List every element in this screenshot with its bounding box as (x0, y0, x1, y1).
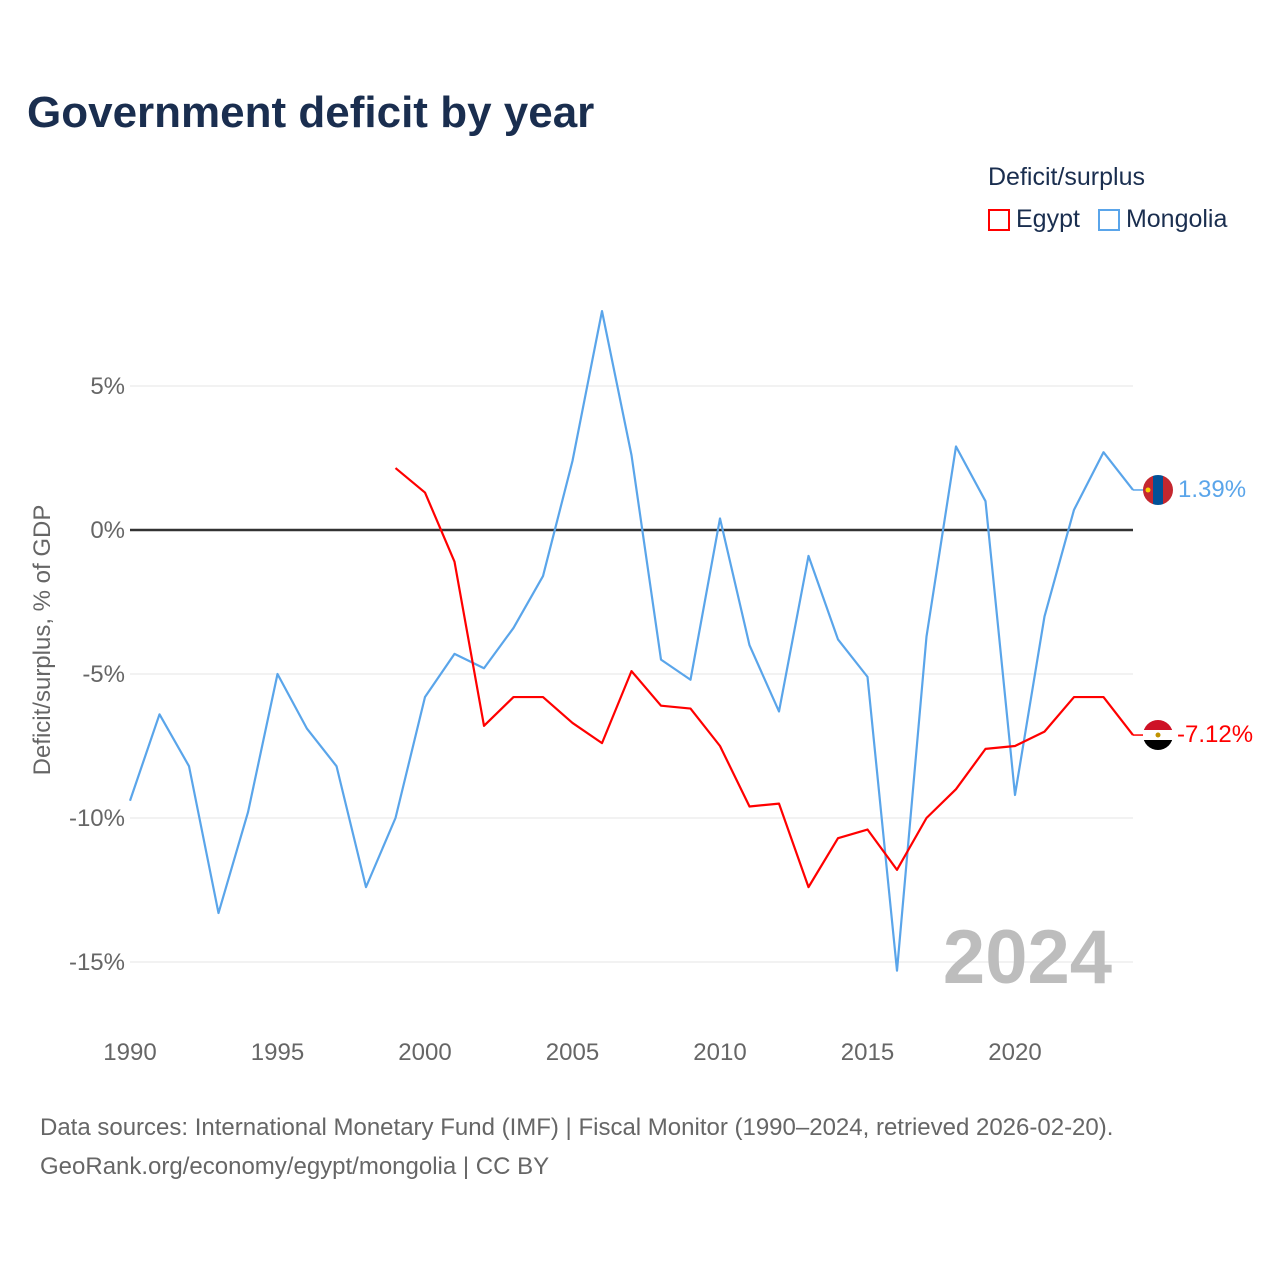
data-point-egypt[interactable] (1101, 694, 1107, 700)
y-tick-label: -15% (69, 949, 125, 976)
x-tick-label: 2010 (693, 1039, 746, 1066)
data-point-mongolia[interactable] (275, 671, 281, 677)
data-point-mongolia[interactable] (953, 443, 959, 449)
legend-item-egypt[interactable]: Egypt (988, 205, 1080, 234)
data-point-mongolia[interactable] (1101, 449, 1107, 455)
data-point-mongolia[interactable] (481, 665, 487, 671)
data-point-mongolia[interactable] (658, 657, 664, 663)
series-line-egypt (394, 467, 1134, 889)
y-tick-label: 5% (90, 373, 125, 400)
data-point-egypt[interactable] (422, 490, 428, 496)
data-point-mongolia[interactable] (865, 674, 871, 680)
data-point-mongolia[interactable] (688, 677, 694, 683)
egypt-end-label: -7.12% (1177, 721, 1253, 748)
data-point-mongolia[interactable] (393, 815, 399, 821)
data-point-mongolia[interactable] (334, 763, 340, 769)
legend-label: Mongolia (1125, 205, 1228, 233)
data-point-egypt[interactable] (540, 694, 546, 700)
data-point-mongolia[interactable] (983, 498, 989, 504)
data-point-mongolia[interactable] (422, 694, 428, 700)
data-point-egypt[interactable] (894, 867, 900, 873)
data-point-egypt[interactable] (806, 884, 812, 890)
data-point-mongolia[interactable] (157, 711, 163, 717)
data-point-mongolia[interactable] (894, 968, 900, 974)
data-sources: Data sources: International Monetary Fun… (40, 1114, 1114, 1141)
data-point-egypt[interactable] (865, 827, 871, 833)
data-point-mongolia[interactable] (629, 452, 635, 458)
data-point-egypt[interactable] (1071, 694, 1077, 700)
egypt-flag-icon (1143, 720, 1173, 750)
data-point-egypt[interactable] (747, 803, 753, 809)
x-tick-label: 2000 (398, 1039, 451, 1066)
y-axis-label: Deficit/surplus, % of GDP (29, 505, 56, 776)
data-point-mongolia[interactable] (216, 910, 222, 916)
legend-label: Egypt (1016, 205, 1080, 233)
data-point-egypt[interactable] (953, 786, 959, 792)
data-point-egypt[interactable] (629, 668, 635, 674)
x-tick-label: 2005 (546, 1039, 599, 1066)
data-point-mongolia[interactable] (511, 625, 517, 631)
x-tick-label: 1990 (103, 1039, 156, 1066)
data-point-egypt[interactable] (924, 815, 930, 821)
data-point-egypt[interactable] (511, 694, 517, 700)
data-point-egypt[interactable] (570, 720, 576, 726)
legend-swatch-egypt (988, 208, 1010, 231)
y-tick-label: 0% (90, 517, 125, 544)
data-point-mongolia[interactable] (452, 651, 458, 657)
data-point-egypt[interactable] (776, 801, 782, 807)
data-point-mongolia[interactable] (186, 763, 192, 769)
data-point-mongolia[interactable] (540, 573, 546, 579)
mongolia-flag-icon (1143, 475, 1173, 505)
data-point-mongolia[interactable] (570, 458, 576, 464)
x-tick-label: 2020 (988, 1039, 1041, 1066)
series-line-mongolia (128, 310, 1134, 972)
data-point-egypt[interactable] (835, 835, 841, 841)
footer: Data sources: International Monetary Fun… (40, 1108, 1113, 1186)
legend-item-mongolia[interactable]: Mongolia (1097, 205, 1228, 234)
data-point-mongolia[interactable] (776, 708, 782, 714)
data-point-egypt[interactable] (658, 703, 664, 709)
data-point-egypt[interactable] (599, 740, 605, 746)
source-link[interactable]: GeoRank.org/economy/egypt/mongolia | CC … (40, 1153, 550, 1180)
data-point-egypt[interactable] (1042, 729, 1048, 735)
data-point-egypt[interactable] (481, 723, 487, 729)
mongolia-end-label: 1.39% (1178, 476, 1246, 503)
data-point-egypt[interactable] (1012, 743, 1018, 749)
data-point-mongolia[interactable] (363, 884, 369, 890)
legend-swatch-mongolia (1097, 208, 1120, 231)
data-point-mongolia[interactable] (1071, 507, 1077, 513)
data-point-egypt[interactable] (688, 706, 694, 712)
y-tick-label: -10% (69, 805, 125, 832)
data-point-mongolia[interactable] (599, 308, 605, 314)
data-point-mongolia[interactable] (835, 636, 841, 642)
data-point-mongolia[interactable] (245, 809, 251, 815)
year-annotation: 2024 (943, 915, 1112, 1000)
data-point-mongolia[interactable] (806, 553, 812, 559)
data-point-mongolia[interactable] (304, 726, 310, 732)
legend-title: Deficit/surplus (988, 163, 1145, 191)
x-tick-label: 2015 (841, 1039, 894, 1066)
page-title: Government deficit by year (27, 88, 595, 137)
data-point-mongolia[interactable] (747, 642, 753, 648)
data-point-egypt[interactable] (393, 465, 399, 471)
data-point-mongolia[interactable] (717, 515, 723, 521)
x-tick-label: 1995 (251, 1039, 304, 1066)
legend: Egypt Mongolia (988, 205, 1227, 234)
data-point-egypt[interactable] (717, 743, 723, 749)
data-point-mongolia[interactable] (127, 798, 133, 804)
data-point-egypt[interactable] (452, 559, 458, 565)
data-point-egypt[interactable] (983, 746, 989, 752)
data-point-mongolia[interactable] (924, 634, 930, 640)
data-point-mongolia[interactable] (1012, 792, 1018, 798)
y-tick-label: -5% (82, 661, 125, 688)
data-point-mongolia[interactable] (1042, 613, 1048, 619)
